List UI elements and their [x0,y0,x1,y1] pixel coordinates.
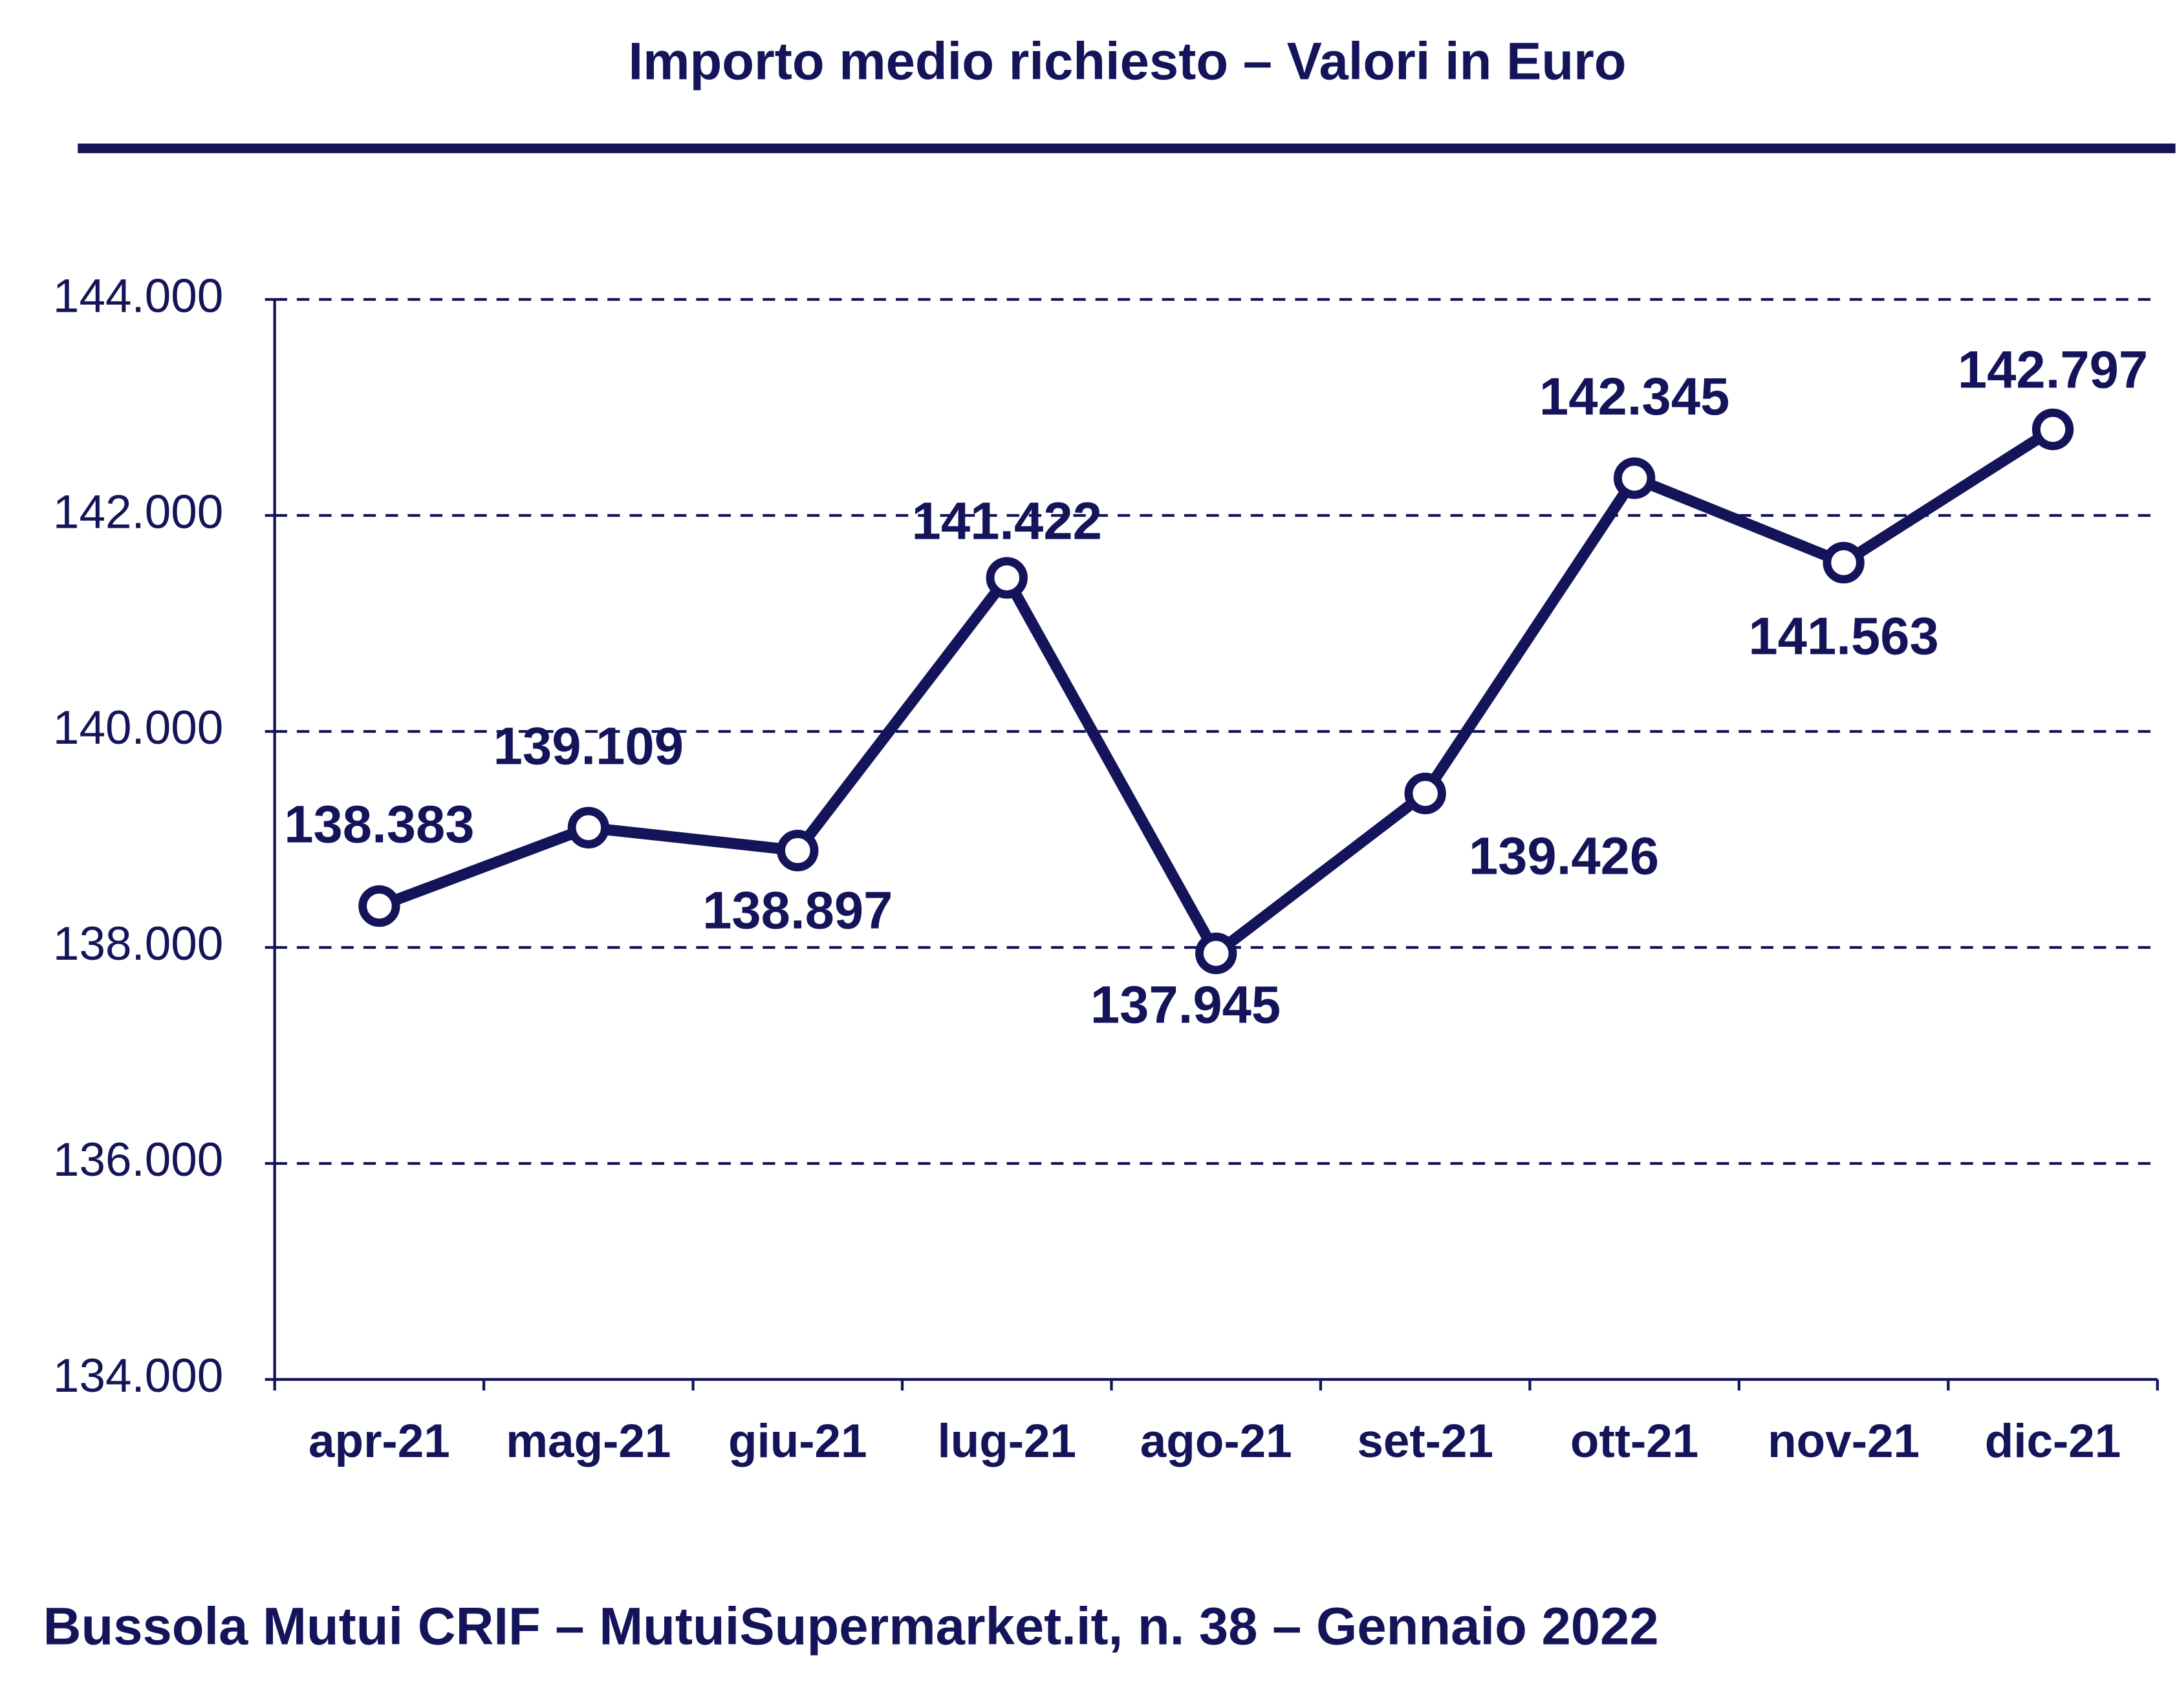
data-label: 141.422 [912,492,1102,551]
data-point [1195,933,1237,975]
data-point [1823,541,1865,584]
data-label: 142.345 [1539,367,1729,426]
x-tick-label: giu-21 [728,1415,867,1467]
data-label: 138.383 [284,795,474,854]
data-line [377,424,2056,959]
data-point [1613,457,1656,499]
x-tick-label: mag-21 [506,1415,671,1467]
y-tick-label: 136.000 [53,1134,223,1186]
x-tick-label: apr-21 [309,1415,450,1467]
y-tick-label: 140.000 [53,702,223,754]
x-tick-label: ott-21 [1570,1415,1698,1467]
x-tick-label: dic-21 [1985,1415,2121,1467]
x-tick-label: lug-21 [937,1415,1076,1467]
data-label: 138.897 [702,881,893,940]
data-point [777,830,819,872]
y-tick-label: 134.000 [53,1350,223,1402]
y-tick-label: 144.000 [53,270,223,322]
data-label: 141.563 [1748,607,1938,666]
data-point [358,885,400,927]
data-label: 139.109 [493,717,684,775]
data-label: 139.426 [1469,827,1659,885]
data-label: 142.797 [1958,341,2148,400]
y-tick-label: 138.000 [53,918,223,970]
footer: Bussola Mutui CRIF – MutuiSupermarket.it… [43,1597,1659,1656]
x-tick-label: set-21 [1357,1415,1493,1467]
data-point [2031,408,2074,451]
x-tick-label: nov-21 [1768,1415,1920,1467]
data-label: 137.945 [1090,975,1281,1034]
y-tick-label: 142.000 [53,486,223,538]
chart-title: Importo medio richiesto – Valori in Euro [628,32,1626,91]
data-point [567,806,610,849]
data-point [986,557,1028,599]
data-point [1404,772,1446,815]
x-tick-label: ago-21 [1140,1415,1292,1467]
